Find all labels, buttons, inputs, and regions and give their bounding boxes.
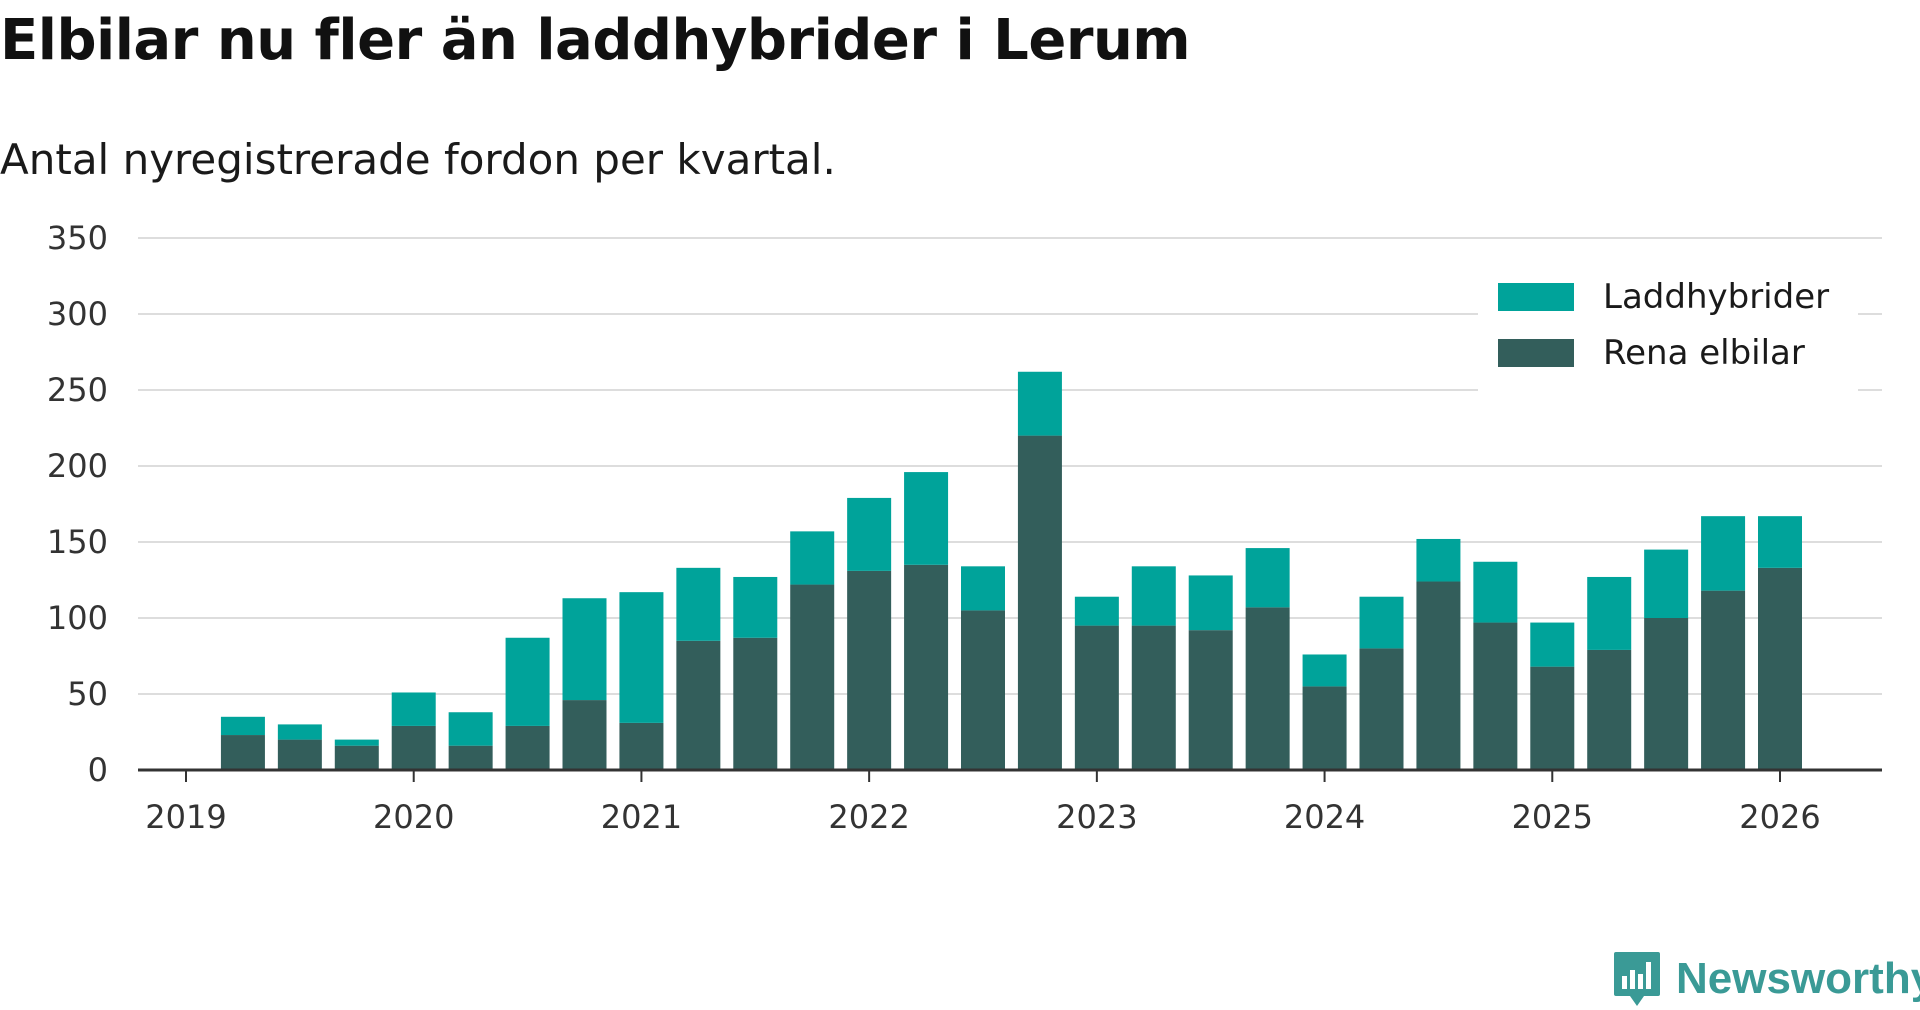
chart-title: Elbilar nu fler än laddhybrider i Lerum — [0, 8, 1191, 73]
bar-rena-elbilar — [562, 700, 607, 770]
bar-rena-elbilar — [1131, 625, 1176, 770]
bar-rena-elbilar — [733, 637, 778, 770]
x-tick-label: 2024 — [1284, 798, 1365, 836]
bar-rena-elbilar — [619, 722, 664, 770]
bar-rena-elbilar — [904, 564, 949, 770]
bar-rena-elbilar — [334, 745, 379, 770]
bar-laddhybrider — [1359, 596, 1404, 649]
bar-laddhybrider — [1530, 622, 1575, 667]
bar-laddhybrider — [448, 712, 493, 746]
bar-rena-elbilar — [676, 640, 721, 770]
bar-laddhybrider — [733, 576, 778, 638]
bar-laddhybrider — [1416, 538, 1461, 582]
bar-laddhybrider — [1758, 516, 1802, 568]
bar-laddhybrider — [1302, 654, 1347, 687]
bar-rena-elbilar — [1644, 618, 1689, 770]
bar-laddhybrider — [1074, 596, 1119, 626]
bar-rena-elbilar — [1416, 581, 1461, 770]
y-tick-label: 300 — [47, 295, 108, 333]
y-tick-label: 150 — [47, 523, 108, 561]
bar-rena-elbilar — [1074, 625, 1119, 770]
bar-laddhybrider — [1587, 576, 1632, 650]
bar-rena-elbilar — [1188, 630, 1233, 770]
y-tick-label: 50 — [67, 675, 108, 713]
bar-laddhybrider — [1701, 516, 1746, 591]
legend-label-laddhybrider: Laddhybrider — [1603, 277, 1829, 317]
bar-rena-elbilar — [961, 610, 1005, 770]
bar-laddhybrider — [619, 592, 664, 723]
bar-rena-elbilar — [1302, 686, 1347, 770]
bar-rena-elbilar — [847, 570, 892, 770]
bar-laddhybrider — [505, 637, 550, 726]
legend: Laddhybrider Rena elbilar — [1478, 258, 1858, 396]
bar-rena-elbilar — [1245, 607, 1290, 770]
y-axis-ticks: 0 50 100 150 200 250 300 350 — [47, 219, 108, 789]
bar-laddhybrider — [904, 472, 949, 565]
bars — [220, 371, 1802, 770]
bar-laddhybrider — [847, 497, 892, 571]
x-tick-label: 2019 — [145, 798, 226, 836]
bar-laddhybrider — [1131, 566, 1176, 626]
bar-laddhybrider — [1017, 371, 1062, 436]
x-tick-label: 2023 — [1056, 798, 1137, 836]
y-tick-label: 0 — [88, 751, 108, 789]
brand-logo: Newsworthy — [1612, 950, 1920, 1008]
bar-rena-elbilar — [277, 739, 322, 770]
legend-swatch-rena-elbilar — [1498, 339, 1574, 367]
bar-laddhybrider — [1245, 548, 1290, 608]
bar-rena-elbilar — [1758, 567, 1802, 770]
bar-laddhybrider — [334, 739, 379, 746]
chart-subtitle: Antal nyregistrerade fordon per kvartal. — [0, 135, 836, 184]
bar-laddhybrider — [1188, 575, 1233, 631]
bar-rena-elbilar — [448, 745, 493, 770]
bar-laddhybrider — [562, 598, 607, 701]
bar-rena-elbilar — [1701, 590, 1746, 770]
y-tick-label: 100 — [47, 599, 108, 637]
bar-laddhybrider — [220, 716, 265, 736]
x-tick-label: 2021 — [601, 798, 682, 836]
bar-rena-elbilar — [391, 725, 436, 770]
bar-rena-elbilar — [1473, 622, 1518, 770]
bar-rena-elbilar — [1017, 435, 1062, 770]
y-tick-label: 200 — [47, 447, 108, 485]
bar-rena-elbilar — [505, 725, 550, 770]
bar-laddhybrider — [790, 531, 835, 585]
bar-laddhybrider — [1473, 561, 1518, 623]
bar-laddhybrider — [961, 566, 1005, 611]
bar-rena-elbilar — [1530, 666, 1575, 770]
y-tick-label: 350 — [47, 219, 108, 257]
x-tick-label: 2026 — [1739, 798, 1820, 836]
x-tick-label: 2020 — [373, 798, 454, 836]
legend-label-rena-elbilar: Rena elbilar — [1603, 333, 1805, 373]
x-axis-ticks: 2019 2020 2021 2022 2023 2024 2025 2026 — [145, 770, 1821, 836]
newsworthy-logo-icon — [1614, 952, 1660, 1006]
bar-rena-elbilar — [1587, 649, 1632, 770]
bar-rena-elbilar — [790, 584, 835, 770]
bar-rena-elbilar — [220, 735, 265, 770]
bar-laddhybrider — [676, 567, 721, 641]
x-tick-label: 2025 — [1512, 798, 1593, 836]
legend-background — [1478, 258, 1858, 396]
brand-name: Newsworthy — [1676, 954, 1920, 1003]
bar-laddhybrider — [1644, 549, 1689, 618]
bar-laddhybrider — [277, 724, 322, 740]
x-tick-label: 2022 — [828, 798, 909, 836]
y-tick-label: 250 — [47, 371, 108, 409]
bar-laddhybrider — [391, 692, 436, 726]
bar-rena-elbilar — [1359, 648, 1404, 770]
legend-swatch-laddhybrider — [1498, 283, 1574, 311]
